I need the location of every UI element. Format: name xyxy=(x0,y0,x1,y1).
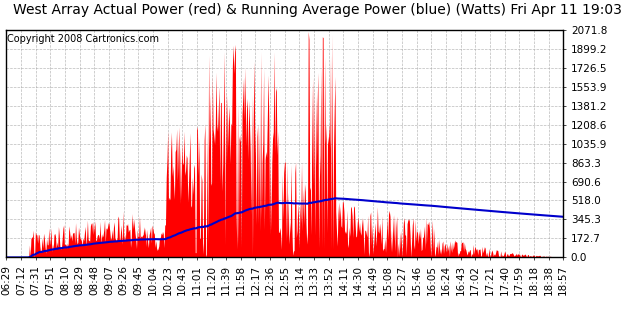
Text: West Array Actual Power (red) & Running Average Power (blue) (Watts) Fri Apr 11 : West Array Actual Power (red) & Running … xyxy=(13,3,621,17)
Text: Copyright 2008 Cartronics.com: Copyright 2008 Cartronics.com xyxy=(7,34,159,44)
